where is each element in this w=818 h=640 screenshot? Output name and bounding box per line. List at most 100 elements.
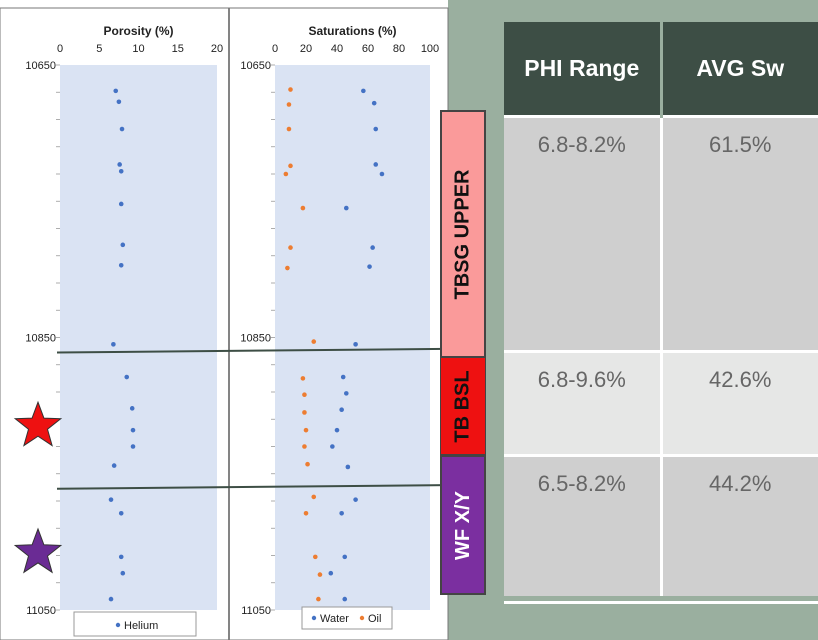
zone-label-wf-xy: WF X/Y [440, 455, 486, 595]
y-tick-label: 10850 [240, 333, 271, 345]
data-point-oil [303, 427, 309, 433]
phi-range-cell: 6.8-9.6% [504, 350, 663, 456]
legend-label: Oil [368, 613, 381, 625]
data-point-water [342, 596, 348, 602]
data-point-oil [302, 444, 307, 449]
data-point-oil [313, 554, 318, 560]
data-point-water [342, 554, 348, 560]
data-point-water [371, 100, 377, 106]
legend-label: Helium [124, 620, 158, 632]
data-point-water [373, 162, 379, 167]
data-point-water [353, 497, 358, 502]
zone-label-tbsg-upper: TBSG UPPER [440, 110, 486, 358]
data-point-helium [120, 242, 126, 248]
data-point-helium [118, 201, 124, 207]
data-point-oil [303, 510, 309, 516]
header-avg-sw: AVG Sw [661, 22, 818, 117]
data-point-oil [317, 572, 323, 577]
data-point-helium [124, 374, 130, 380]
data-point-water [334, 427, 340, 433]
avg-sw-cell: 61.5% [661, 115, 818, 352]
x-tick-label: 20 [211, 43, 223, 55]
data-point-helium [130, 444, 136, 449]
data-point-water [370, 245, 375, 250]
zone-summary-table: PHI Range AVG Sw 6.8-8.2% 61.5% 6.8-9.6%… [504, 22, 818, 596]
data-point-helium [118, 510, 124, 516]
avg-sw-cell: 44.2% [661, 454, 818, 596]
x-tick-label: 100 [421, 43, 439, 55]
chart-title: Saturations (%) [308, 24, 396, 38]
data-point-helium [111, 463, 117, 468]
data-point-oil [285, 265, 290, 271]
y-tick-label: 10650 [25, 60, 56, 72]
data-point-oil [283, 171, 289, 177]
table-row: 6.8-8.2% 61.5% [504, 115, 818, 352]
data-point-oil [288, 163, 293, 169]
data-point-water [367, 264, 372, 269]
data-point-oil [311, 494, 317, 500]
data-point-helium [108, 596, 114, 602]
data-point-oil [316, 596, 321, 602]
avg-sw-cell: 42.6% [661, 350, 818, 456]
data-point-water [353, 342, 358, 347]
data-point-water [340, 374, 346, 380]
data-point-helium [119, 126, 125, 132]
star-icon [13, 527, 63, 574]
data-point-helium [118, 554, 124, 560]
data-point-water [330, 444, 335, 449]
data-point-water [344, 205, 349, 211]
data-point-helium [108, 497, 114, 502]
chart-porosity: Porosity (%) 0 5 10 15 20 10650 10850 11050 Heliu… [25, 24, 223, 637]
legend-box [301, 606, 393, 630]
chart-saturations: Saturations (%) 0 20 40 60 80 100 10650 10850 110… [240, 24, 439, 630]
y-tick-label: 10850 [25, 333, 56, 345]
phi-range-cell: 6.8-8.2% [504, 115, 663, 352]
plot-area [275, 65, 430, 610]
data-point-oil [286, 126, 292, 132]
x-tick-label: 5 [96, 43, 102, 55]
x-tick-label: 0 [57, 43, 63, 55]
legend-box [73, 611, 197, 637]
data-point-helium [118, 168, 124, 174]
data-point-oil [288, 87, 293, 92]
x-tick-label: 20 [300, 43, 312, 55]
data-point-water [328, 570, 334, 576]
well-log-charts: Porosity (%) 0 5 10 15 20 10650 10850 11050 Heliu… [0, 7, 485, 640]
x-tick-label: 60 [362, 43, 374, 55]
data-point-oil [286, 102, 292, 107]
data-point-helium [117, 162, 122, 167]
legend-label: Water [320, 613, 349, 625]
zone-label-tb-bsl: TB BSL [440, 357, 486, 455]
data-point-helium [120, 570, 126, 576]
y-tick-label: 11050 [241, 605, 271, 617]
phi-range-cell: 6.5-8.2% [504, 454, 663, 596]
data-point-water [379, 171, 385, 177]
data-point-oil [300, 205, 306, 211]
data-point-helium [129, 406, 135, 411]
zone-boundary-line [56, 483, 485, 490]
chart-title: Porosity (%) [103, 24, 173, 38]
zone-label-text: WF X/Y [451, 490, 474, 560]
data-point-helium [111, 342, 116, 347]
data-point-water [339, 510, 344, 516]
table-row: 6.5-8.2% 44.2% [504, 454, 818, 596]
data-point-oil [311, 339, 317, 344]
data-point-oil [302, 392, 307, 398]
data-point-water [344, 391, 349, 396]
data-point-water [373, 126, 379, 132]
legend-marker [115, 622, 121, 628]
plot-area [60, 65, 217, 610]
table-row: 6.8-9.6% 42.6% [504, 350, 818, 456]
x-tick-label: 15 [172, 43, 184, 55]
x-tick-label: 0 [272, 43, 278, 55]
x-tick-label: 40 [331, 43, 343, 55]
data-point-oil [305, 461, 310, 467]
star-icon [13, 400, 63, 447]
data-point-water [361, 88, 366, 94]
y-tick-label: 10650 [240, 60, 271, 72]
data-point-water [345, 464, 351, 470]
data-point-oil [300, 376, 306, 381]
header-phi-range: PHI Range [504, 22, 663, 117]
data-point-helium [116, 99, 122, 105]
data-point-water [339, 407, 344, 413]
